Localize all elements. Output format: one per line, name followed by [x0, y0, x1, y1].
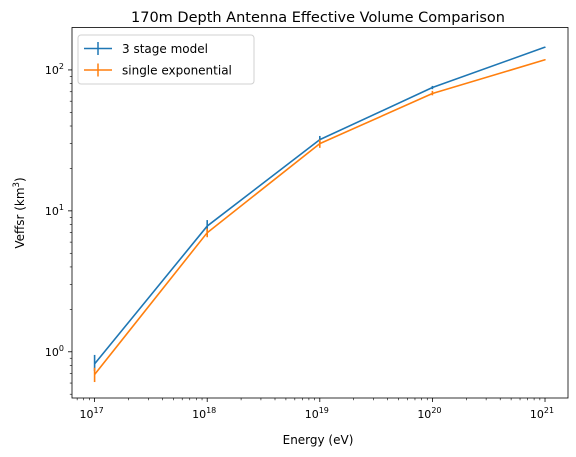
- y-tick-label-exp: 2: [59, 62, 64, 71]
- y-tick-label: 102: [45, 62, 64, 77]
- x-tick-label-exp: 18: [206, 406, 216, 415]
- y-axis-label-close: ): [13, 177, 27, 182]
- legend-item-0: 3 stage model: [84, 42, 208, 56]
- x-tick-label-base: 10: [417, 408, 431, 421]
- legend-label-0: 3 stage model: [122, 42, 208, 56]
- x-tick-label-exp: 21: [544, 406, 554, 415]
- x-tick-label: 1017: [80, 406, 104, 421]
- x-tick-label: 1018: [192, 406, 216, 421]
- x-tick-label-exp: 17: [94, 406, 104, 415]
- y-axis-label-main: Veffsr (km: [13, 187, 27, 248]
- legend-item-1: single exponential: [84, 63, 232, 78]
- y-tick-label-base: 10: [45, 64, 59, 77]
- chart-title: 170m Depth Antenna Effective Volume Comp…: [131, 10, 505, 26]
- y-axis-label-exp: 3: [12, 182, 22, 187]
- y-tick-label-base: 10: [45, 346, 59, 359]
- y-tick-label: 100: [45, 344, 64, 359]
- series-layer: [93, 46, 546, 383]
- x-tick-label-exp: 19: [319, 406, 329, 415]
- x-tick-label: 1019: [305, 406, 329, 421]
- legend: 3 stage model single exponential: [77, 34, 255, 85]
- series-line-0: [93, 46, 546, 365]
- y-tick-label-exp: 1: [59, 203, 64, 212]
- x-tick-label-base: 10: [530, 408, 544, 421]
- x-axis-label: Energy (eV): [283, 433, 354, 447]
- x-tick-label-exp: 20: [431, 406, 441, 415]
- series-line-1: [93, 59, 546, 375]
- x-tick-label-base: 10: [305, 408, 319, 421]
- y-tick-label-base: 10: [45, 205, 59, 218]
- x-tick-label: 1020: [417, 406, 441, 421]
- legend-label-1: single exponential: [122, 64, 232, 78]
- series-1: [93, 59, 546, 383]
- x-ticks: 1017 1018 1019 1020 1021: [80, 398, 554, 421]
- x-tick-label-base: 10: [192, 408, 206, 421]
- y-tick-label: 101: [45, 203, 64, 218]
- series-0: [93, 46, 546, 372]
- y-tick-label-exp: 0: [59, 344, 64, 353]
- legend-box: [77, 34, 255, 85]
- x-tick-label-base: 10: [80, 408, 94, 421]
- plot-frame: [71, 27, 569, 399]
- y-axis-label: Veffsr (km3): [12, 177, 27, 248]
- x-tick-label: 1021: [530, 406, 554, 421]
